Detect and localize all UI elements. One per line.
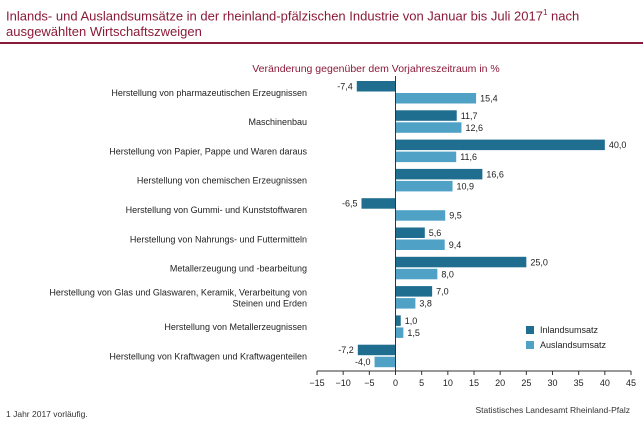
- bar-inland: [395, 315, 401, 326]
- bar-ausland: [395, 151, 457, 163]
- x-tick-label: 45: [626, 378, 636, 388]
- footnote: 1 Jahr 2017 vorläufig.: [6, 409, 88, 419]
- x-tick-label: 5: [419, 378, 424, 388]
- category-label: Herstellung von pharmazeutischen Erzeugn…: [111, 88, 307, 98]
- bar-inland: [395, 110, 457, 121]
- category-label: Herstellung von Gummi- und Kunststoffwar…: [126, 205, 307, 215]
- data-label: 7,0: [436, 287, 449, 297]
- data-label: -7,4: [337, 82, 353, 92]
- x-tick-label: −5: [364, 378, 374, 388]
- category-label: Herstellung von Kraftwagen und Kraftwage…: [109, 351, 307, 361]
- chart-title: Inlands- und Auslandsumsätze in der rhei…: [6, 5, 636, 40]
- bar-ausland: [395, 210, 446, 221]
- x-tick-label: 40: [600, 378, 610, 388]
- bar-ausland: [395, 268, 438, 280]
- data-label: 11,6: [460, 152, 477, 162]
- data-label: 1,0: [405, 316, 418, 326]
- data-label: 8,0: [441, 269, 454, 279]
- category-label: Herstellung von chemischen Erzeugnissen: [137, 176, 307, 186]
- category-label: Maschinenbau: [248, 117, 307, 127]
- category-label: Steinen und Erden: [232, 298, 307, 308]
- data-label: 16,6: [486, 169, 504, 179]
- x-tick-label: 15: [469, 378, 479, 388]
- category-label: Herstellung von Papier, Pappe und Waren …: [109, 146, 307, 156]
- data-label: 1,5: [407, 328, 420, 338]
- bar-ausland: [395, 298, 416, 309]
- x-tick-label: −15: [309, 378, 324, 388]
- data-label: -6,5: [342, 199, 358, 209]
- data-label: 3,8: [419, 299, 432, 309]
- legend-label: Auslandsumsatz: [540, 340, 607, 350]
- data-label: 15,4: [480, 94, 498, 104]
- bar-inland: [395, 256, 527, 268]
- x-tick-label: 20: [495, 378, 505, 388]
- category-label: Herstellung von Nahrungs- und Futtermitt…: [130, 234, 307, 244]
- data-label: 40,0: [609, 140, 627, 150]
- legend-swatch: [526, 326, 534, 334]
- x-tick-label: 35: [574, 378, 584, 388]
- data-label: 10,9: [457, 181, 475, 191]
- title-suffix: nach ausgewählten Wirtschaftszweigen: [6, 8, 580, 40]
- data-label: 25,0: [530, 257, 548, 267]
- title-rule: [0, 42, 643, 44]
- x-tick-label: 0: [393, 378, 398, 388]
- legend-label: Inlandsumsatz: [540, 325, 599, 335]
- data-label: -7,2: [338, 345, 354, 355]
- category-label: Herstellung von Glas und Glaswaren, Kera…: [49, 287, 307, 297]
- bar-inland: [395, 168, 483, 180]
- bar-ausland: [395, 327, 404, 338]
- legend-swatch: [526, 341, 534, 349]
- category-label: Herstellung von Metallerzeugnissen: [164, 322, 307, 332]
- bar-ausland: [374, 356, 396, 368]
- title-text: Inlands- und Auslandsumsätze in der rhei…: [6, 8, 543, 24]
- bar-inland: [361, 198, 396, 209]
- x-tick-label: 30: [547, 378, 557, 388]
- bar-inland: [395, 139, 605, 151]
- data-label: 9,5: [449, 211, 462, 221]
- x-tick-label: 10: [443, 378, 453, 388]
- data-label: 11,7: [461, 111, 478, 121]
- bar-inland: [395, 227, 425, 238]
- source-note: Statistisches Landesamt Rheinland-Pfalz: [475, 405, 631, 415]
- data-label: -4,0: [355, 357, 371, 367]
- category-label: Metallerzeugung und -bearbeitung: [170, 264, 307, 274]
- chart-subtitle: Veränderung gegenüber dem Vorjahreszeitr…: [252, 63, 500, 75]
- data-label: 12,6: [465, 123, 483, 133]
- data-label: 9,4: [449, 240, 462, 250]
- bar-ausland: [395, 93, 477, 104]
- data-label: 5,6: [429, 228, 442, 238]
- bar-ausland: [395, 180, 453, 192]
- title-footnote-mark: 1: [542, 8, 548, 17]
- bar-inland: [356, 81, 396, 92]
- bar-inland: [357, 344, 396, 356]
- x-tick-label: −10: [336, 378, 351, 388]
- bar-inland: [395, 286, 433, 297]
- bar-ausland: [395, 122, 462, 133]
- bar-ausland: [395, 239, 445, 250]
- x-tick-label: 25: [521, 378, 531, 388]
